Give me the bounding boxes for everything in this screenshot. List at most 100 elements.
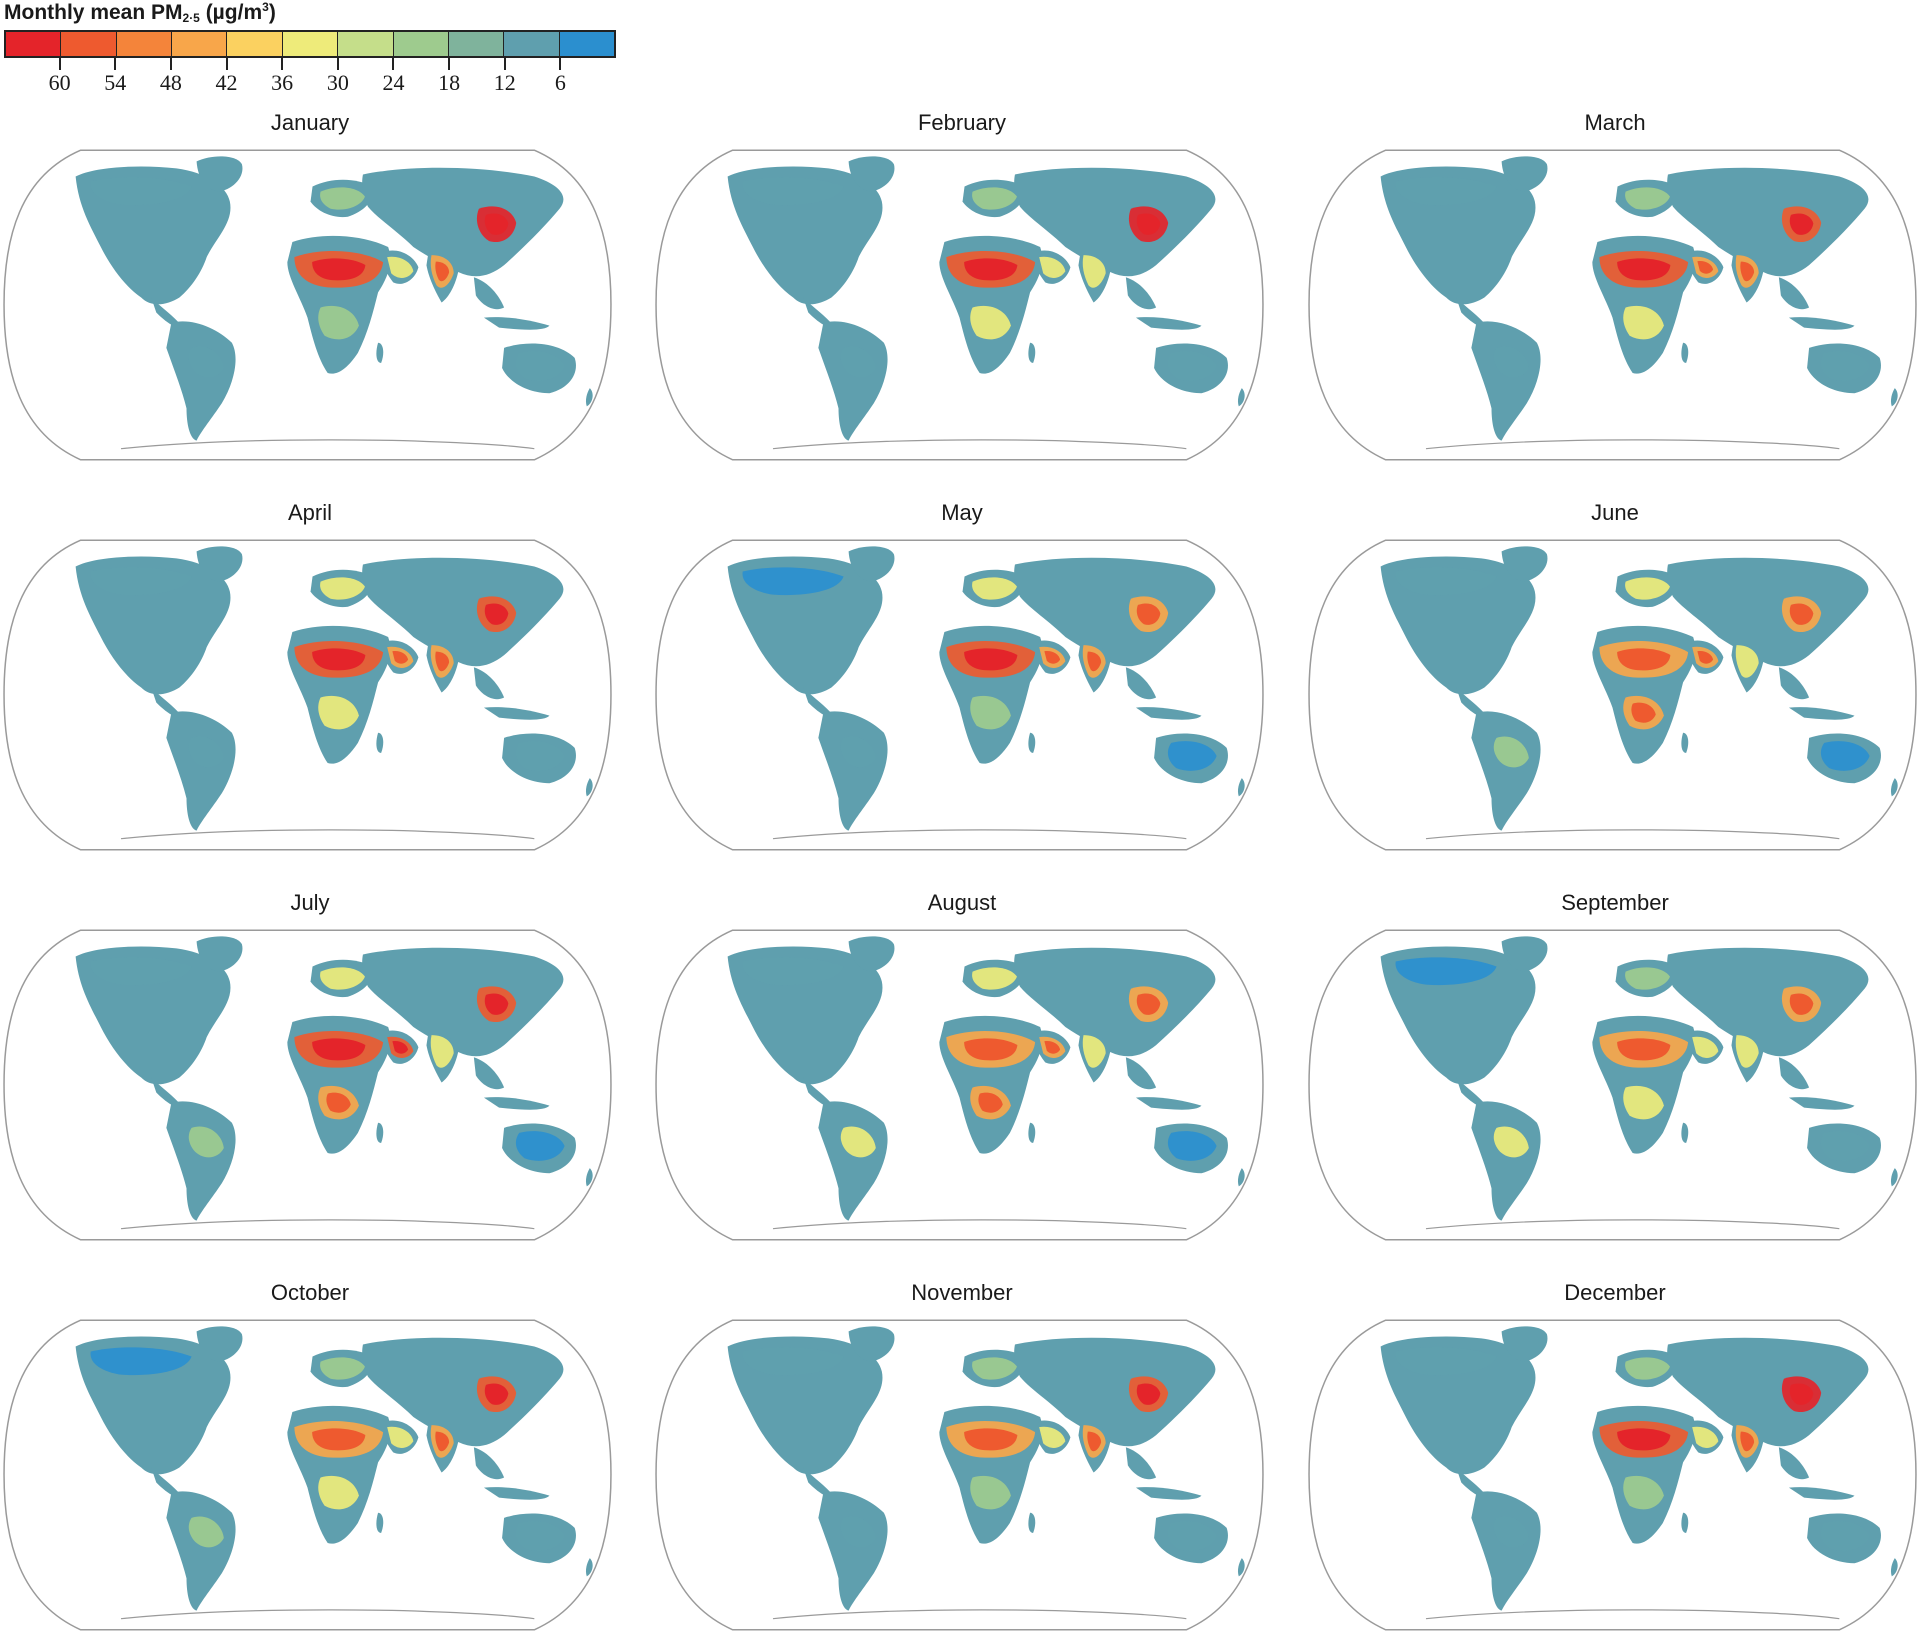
- world-map: [3, 1319, 612, 1631]
- arabia-hotspot-core: [392, 650, 409, 664]
- legend-title: Monthly mean PM2·5 (µg/m3): [4, 0, 276, 25]
- central-africa-hotspot: [970, 305, 1011, 340]
- australia-hotspot: [1167, 351, 1217, 381]
- landmass-greenland: [848, 156, 895, 192]
- landmass-nz: [1890, 778, 1898, 797]
- landmass-south-america: [1471, 321, 1541, 441]
- landmass-greenland: [848, 1326, 895, 1362]
- landmass-central-america: [803, 1467, 834, 1497]
- legend-swatch: [172, 32, 228, 56]
- world-map: [3, 149, 612, 461]
- landmass-se-asia: [473, 1447, 505, 1480]
- arabia-hotspot-core: [1697, 260, 1714, 274]
- landmass-se-asia: [1125, 1057, 1157, 1090]
- world-map: [3, 539, 612, 851]
- legend-swatch: [61, 32, 117, 56]
- world-map: [655, 149, 1264, 461]
- landmass-madagascar: [376, 1512, 384, 1533]
- world-map: [1308, 1319, 1917, 1631]
- canada-hotspot: [1395, 177, 1497, 206]
- panel-title: September: [1561, 890, 1669, 915]
- landmass-greenland: [196, 546, 243, 582]
- landmass-antarctica: [772, 1219, 1187, 1230]
- landmass-se-asia: [1778, 667, 1810, 700]
- arabia-hotspot-core: [1697, 650, 1714, 664]
- legend-tick: [58, 58, 61, 70]
- landmass-antarctica: [772, 439, 1187, 450]
- sahara-hotspot-core: [312, 1038, 366, 1061]
- china-hotspot-core: [1136, 993, 1161, 1015]
- europe-hotspot: [320, 1357, 365, 1380]
- china-hotspot-core: [1789, 603, 1814, 625]
- legend-tick: [448, 58, 451, 70]
- landmass-indonesia: [1135, 707, 1202, 720]
- panel-title: December: [1564, 1280, 1666, 1305]
- world-map: [1308, 539, 1917, 851]
- legend-title-unit: (µg/m: [199, 1, 263, 24]
- landmass-nz: [1237, 388, 1245, 407]
- landmass-se-asia: [1125, 667, 1157, 700]
- landmass-central-america: [151, 1467, 182, 1497]
- australia-hotspot: [1167, 741, 1217, 771]
- landmass-south-america: [1471, 711, 1541, 831]
- landmass-madagascar: [376, 1122, 384, 1143]
- canada-hotspot: [742, 1347, 844, 1376]
- central-africa-hotspot: [318, 305, 359, 340]
- china-hotspot-core: [484, 213, 509, 235]
- legend-tick-label: 54: [104, 70, 127, 95]
- panel-title: July: [290, 890, 330, 915]
- landmass-nz: [1237, 778, 1245, 797]
- panel-title: March: [1584, 110, 1646, 135]
- europe-hotspot: [1625, 577, 1670, 600]
- canada-hotspot: [90, 177, 192, 206]
- legend-swatch: [227, 32, 283, 56]
- landmass-nz: [1237, 1168, 1245, 1187]
- panel-title: May: [941, 500, 983, 525]
- legend-tick: [225, 58, 228, 70]
- landmass-central-america: [803, 687, 834, 717]
- landmass-madagascar: [1681, 732, 1689, 753]
- landmass-nz: [585, 1558, 593, 1577]
- landmass-asia: [362, 947, 564, 1057]
- landmass-asia: [1014, 557, 1216, 667]
- landmass-madagascar: [1681, 1122, 1689, 1143]
- legend-title-main: Monthly mean PM: [4, 1, 183, 24]
- landmass-south-america: [1471, 1491, 1541, 1611]
- china-hotspot-core: [484, 1383, 509, 1405]
- landmass-asia: [362, 557, 564, 667]
- canada-hotspot: [90, 567, 192, 596]
- legend-tick-label: 18: [438, 70, 461, 95]
- landmass-asia: [1014, 167, 1216, 277]
- landmass-greenland: [196, 1326, 243, 1362]
- landmass-asia: [1667, 1337, 1869, 1447]
- map-panel-december: December: [1305, 1280, 1920, 1650]
- map-panel-january: January: [0, 110, 620, 480]
- landmass-greenland: [196, 156, 243, 192]
- landmass-asia: [1667, 167, 1869, 277]
- india-hotspot: [1082, 1035, 1106, 1068]
- panel-title: October: [270, 1280, 350, 1305]
- landmass-asia: [1014, 1337, 1216, 1447]
- panel-title: February: [917, 110, 1007, 135]
- arabia-hotspot: [1039, 256, 1066, 278]
- china-hotspot-core: [1789, 213, 1814, 235]
- world-map: [655, 929, 1264, 1241]
- world-map: [655, 1319, 1264, 1631]
- landmass-indonesia: [1135, 1097, 1202, 1110]
- landmass-antarctica: [1425, 1219, 1840, 1230]
- canada-hotspot: [90, 1347, 192, 1376]
- panel-title: August: [927, 890, 997, 915]
- landmass-south-america: [818, 711, 888, 831]
- india-hotspot-core: [1087, 1431, 1102, 1452]
- map-panel-november: November: [652, 1280, 1272, 1650]
- central-africa-hotspot: [970, 695, 1011, 730]
- south-america-hotspot: [188, 346, 224, 378]
- central-africa-hotspot: [970, 1475, 1011, 1510]
- landmass-central-america: [1456, 1077, 1487, 1107]
- arabia-hotspot: [1039, 1426, 1066, 1448]
- landmass-central-america: [151, 687, 182, 717]
- landmass-central-america: [1456, 1467, 1487, 1497]
- landmass-central-america: [1456, 687, 1487, 717]
- south-america-hotspot: [840, 346, 876, 378]
- south-america-hotspot: [188, 1126, 224, 1158]
